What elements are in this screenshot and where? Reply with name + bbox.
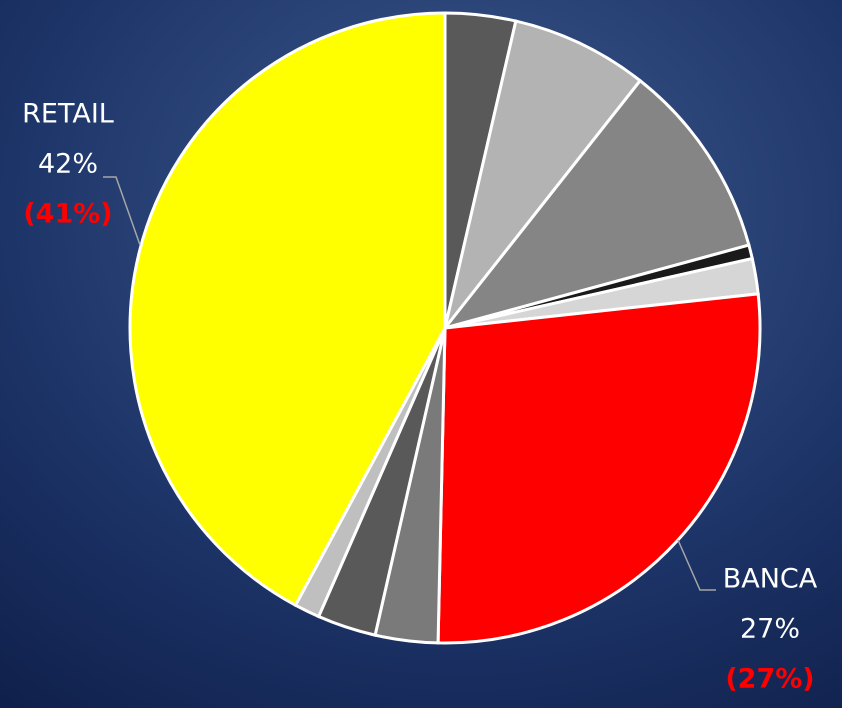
secondary-value-label: (27%) — [725, 664, 814, 695]
slice-label: BANCA — [723, 564, 818, 595]
secondary-value-label: (41%) — [23, 199, 112, 230]
value-label: 42% — [38, 149, 98, 180]
value-label: 27% — [740, 614, 800, 645]
chart: BANCA 27% (27%) RETAIL 42% (41%) — [0, 0, 842, 708]
page: {"chart_data": {"type": "pie", "categori… — [0, 0, 842, 708]
slice-label: RETAIL — [22, 99, 114, 130]
